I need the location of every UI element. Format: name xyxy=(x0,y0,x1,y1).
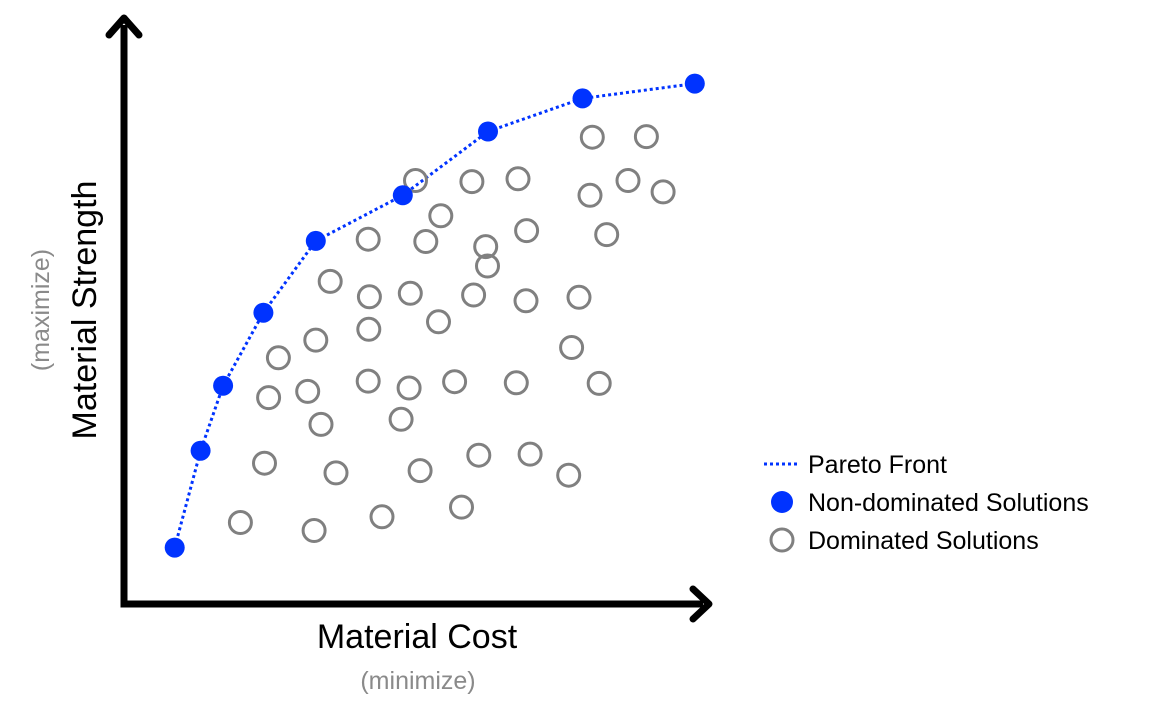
dominated-point-19 xyxy=(265,345,291,371)
non-dominated-point-8 xyxy=(684,73,705,94)
dominated-point-6 xyxy=(407,458,433,484)
dominated-point-10 xyxy=(308,411,334,437)
dominated-point-15 xyxy=(396,375,422,401)
dominated-point-41 xyxy=(594,222,620,248)
x-axis-label: Material Cost xyxy=(317,618,518,656)
dominated-point-3 xyxy=(449,494,474,520)
dominated-point-2 xyxy=(369,504,395,530)
legend-swatch-dominated xyxy=(769,527,795,553)
dominated-point-29 xyxy=(566,284,592,310)
legend-label-non-dominated: Non-dominated Solutions xyxy=(808,489,1089,517)
x-axis-note: (minimize) xyxy=(360,667,475,695)
dominated-point-39 xyxy=(579,124,605,150)
dominated-point-27 xyxy=(461,282,487,308)
legend-item-pareto-front: Pareto Front xyxy=(764,451,947,479)
dominated-point-7 xyxy=(466,442,492,468)
non-dominated-point-6 xyxy=(478,121,498,142)
non-dominated-point-2 xyxy=(213,375,234,396)
dominated-point-31 xyxy=(475,253,500,279)
dominated-point-37 xyxy=(505,166,531,192)
dominated-point-8 xyxy=(517,441,543,467)
dominated-point-34 xyxy=(473,234,499,260)
non-dominated-point-3 xyxy=(253,302,274,323)
dominated-point-12 xyxy=(256,385,282,411)
non-dominated-point-5 xyxy=(392,185,413,206)
x-axis-arrowhead xyxy=(689,585,713,623)
legend-label-pareto-front: Pareto Front xyxy=(808,451,947,479)
dominated-point-22 xyxy=(426,309,451,335)
non-dominated-point-4 xyxy=(305,230,326,251)
dominated-point-5 xyxy=(323,460,349,486)
dominated-point-14 xyxy=(355,368,381,394)
dominated-point-23 xyxy=(559,335,585,360)
dominated-point-36 xyxy=(459,169,485,195)
dominated-point-30 xyxy=(428,203,454,229)
dominated-point-1 xyxy=(301,518,327,543)
dominated-point-26 xyxy=(397,280,423,306)
dominated-point-44 xyxy=(650,179,676,205)
non-dominated-point-7 xyxy=(572,88,593,109)
dominated-point-20 xyxy=(303,327,329,353)
y-axis-note: (maximize) xyxy=(27,249,55,371)
pareto-front-line xyxy=(173,82,695,548)
non-dominated-solutions-series xyxy=(164,73,705,558)
legend: Pareto Front Non-dominated Solutions Dom… xyxy=(764,451,1089,555)
axes xyxy=(105,14,713,623)
dominated-point-0 xyxy=(227,510,253,535)
non-dominated-point-1 xyxy=(190,440,211,461)
dominated-point-42 xyxy=(615,168,641,193)
legend-item-non-dominated: Non-dominated Solutions xyxy=(771,489,1089,517)
dominated-point-38 xyxy=(403,168,428,193)
non-dominated-point-0 xyxy=(164,537,185,558)
pareto-front-series xyxy=(173,82,695,548)
legend-swatch-non-dominated xyxy=(771,491,793,513)
dominated-point-33 xyxy=(413,229,439,254)
dominated-point-16 xyxy=(442,369,468,395)
dominated-point-11 xyxy=(388,406,414,432)
dominated-point-43 xyxy=(577,182,603,208)
dominated-point-4 xyxy=(252,450,277,476)
legend-item-dominated: Dominated Solutions xyxy=(769,527,1039,555)
dominated-point-17 xyxy=(503,370,529,396)
dominated-point-25 xyxy=(356,284,382,310)
dominated-point-24 xyxy=(317,268,343,294)
dominated-point-9 xyxy=(556,462,582,488)
dominated-point-32 xyxy=(514,218,540,244)
dominated-solutions-series xyxy=(227,124,676,543)
legend-label-dominated: Dominated Solutions xyxy=(808,527,1039,555)
y-axis-arrowhead xyxy=(105,14,143,39)
y-axis-label: Material Strength xyxy=(66,181,104,440)
dominated-point-35 xyxy=(355,226,381,252)
dominated-point-28 xyxy=(513,288,539,314)
dominated-point-18 xyxy=(586,370,612,396)
dominated-point-21 xyxy=(356,316,382,342)
dominated-point-13 xyxy=(295,378,321,404)
dominated-point-40 xyxy=(633,124,659,150)
